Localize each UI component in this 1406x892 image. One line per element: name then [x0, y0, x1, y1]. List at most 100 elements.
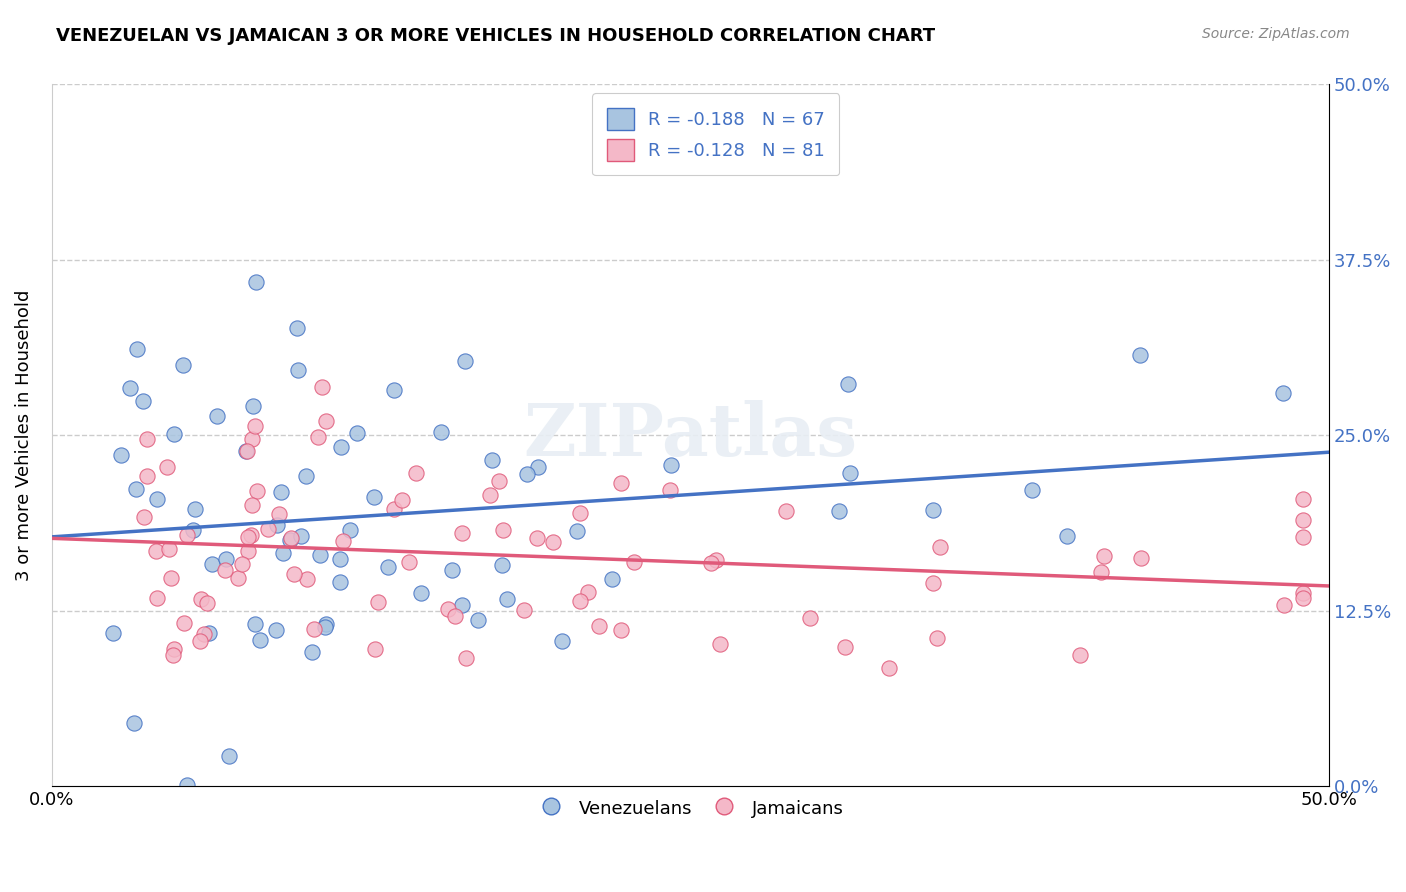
Point	[329, 440, 352, 454]
Point	[699, 557, 721, 571]
Legend: Venezuelans, Jamaicans: Venezuelans, Jamaicans	[523, 782, 858, 834]
Point	[184, 501, 207, 516]
Point	[301, 644, 323, 658]
Text: ZIPatlas: ZIPatlas	[523, 400, 858, 471]
Point	[481, 453, 503, 467]
Point	[231, 557, 253, 571]
Point	[391, 492, 413, 507]
Point	[240, 498, 263, 512]
Point	[444, 609, 467, 624]
Text: VENEZUELAN VS JAMAICAN 3 OR MORE VEHICLES IN HOUSEHOLD CORRELATION CHART: VENEZUELAN VS JAMAICAN 3 OR MORE VEHICLE…	[56, 27, 935, 45]
Point	[162, 648, 184, 663]
Point	[307, 430, 329, 444]
Point	[922, 503, 945, 517]
Point	[1292, 513, 1315, 527]
Point	[1292, 491, 1315, 506]
Point	[576, 585, 599, 599]
Point	[273, 546, 295, 560]
Point	[799, 611, 821, 625]
Point	[315, 414, 337, 428]
Point	[257, 522, 280, 536]
Point	[479, 488, 502, 502]
Point	[218, 748, 240, 763]
Point	[136, 469, 159, 483]
Point	[437, 602, 460, 616]
Point	[278, 533, 301, 548]
Point	[269, 507, 291, 521]
Point	[280, 531, 302, 545]
Point	[659, 458, 682, 473]
Point	[828, 504, 851, 518]
Point	[1130, 551, 1153, 566]
Point	[190, 592, 212, 607]
Point	[226, 571, 249, 585]
Point	[172, 358, 194, 372]
Point	[159, 571, 181, 585]
Point	[245, 419, 267, 434]
Point	[704, 553, 727, 567]
Point	[411, 586, 433, 600]
Point	[309, 548, 332, 562]
Point	[122, 716, 145, 731]
Point	[516, 467, 538, 481]
Point	[173, 616, 195, 631]
Point	[297, 572, 319, 586]
Point	[1292, 530, 1315, 544]
Point	[877, 661, 900, 675]
Point	[609, 475, 631, 490]
Point	[295, 468, 318, 483]
Point	[146, 591, 169, 606]
Point	[364, 642, 387, 657]
Point	[513, 603, 536, 617]
Point	[214, 563, 236, 577]
Point	[550, 633, 572, 648]
Point	[1021, 483, 1043, 497]
Point	[188, 633, 211, 648]
Point	[236, 543, 259, 558]
Point	[382, 383, 405, 397]
Point	[440, 563, 463, 577]
Point	[290, 529, 312, 543]
Point	[176, 778, 198, 792]
Point	[156, 459, 179, 474]
Point	[1129, 348, 1152, 362]
Point	[450, 599, 472, 613]
Point	[329, 575, 352, 590]
Point	[136, 433, 159, 447]
Point	[775, 504, 797, 518]
Point	[246, 483, 269, 498]
Point	[834, 640, 856, 654]
Point	[491, 558, 513, 573]
Point	[382, 502, 405, 516]
Point	[565, 524, 588, 538]
Point	[236, 444, 259, 458]
Point	[163, 427, 186, 442]
Point	[329, 552, 352, 566]
Point	[201, 558, 224, 572]
Point	[287, 321, 309, 335]
Point	[492, 523, 515, 537]
Point	[311, 380, 333, 394]
Point	[1090, 565, 1112, 579]
Point	[240, 433, 263, 447]
Point	[205, 409, 228, 424]
Point	[314, 620, 336, 634]
Point	[103, 626, 125, 640]
Point	[240, 527, 263, 541]
Point	[287, 363, 309, 377]
Point	[837, 376, 859, 391]
Point	[163, 642, 186, 657]
Point	[236, 530, 259, 544]
Point	[283, 567, 305, 582]
Point	[332, 534, 354, 549]
Point	[527, 459, 550, 474]
Point	[125, 482, 148, 496]
Point	[346, 425, 368, 440]
Point	[266, 623, 288, 637]
Point	[1094, 549, 1116, 563]
Point	[623, 555, 645, 569]
Point	[588, 619, 610, 633]
Point	[569, 506, 592, 520]
Point	[363, 490, 385, 504]
Point	[398, 555, 420, 569]
